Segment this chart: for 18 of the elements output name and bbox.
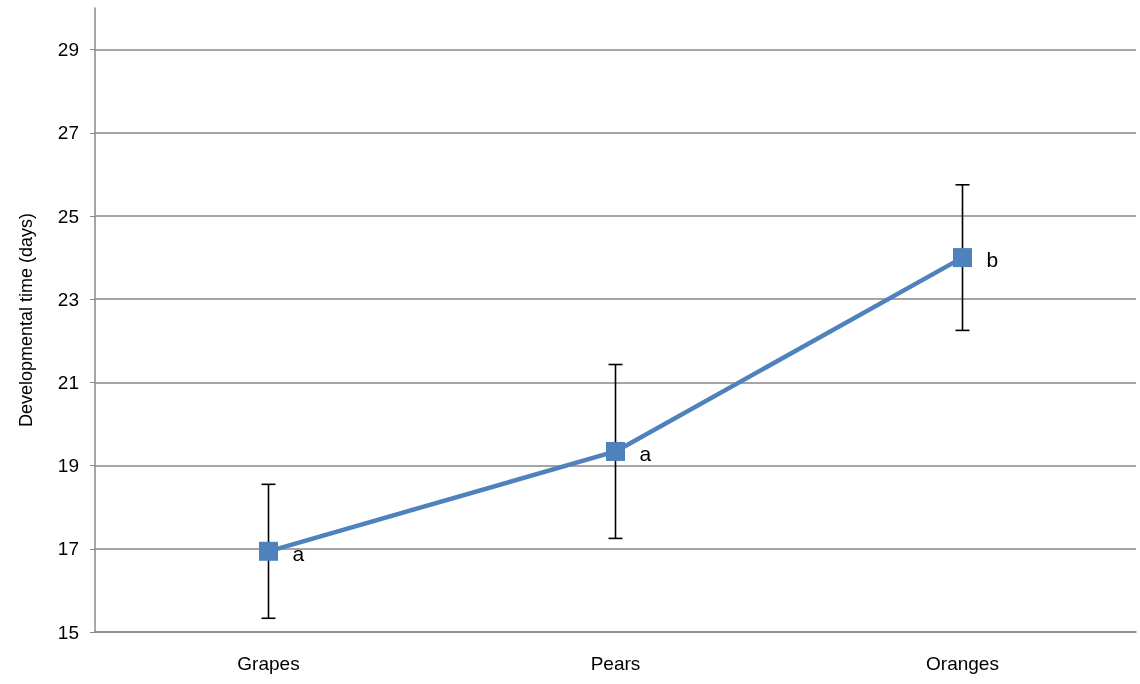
x-tick-label: Oranges [926, 653, 999, 674]
y-tick-label: 27 [57, 122, 79, 144]
annotation: a [639, 441, 652, 465]
x-tick-label: Grapes [237, 653, 300, 674]
annotation: a [292, 541, 305, 565]
x-tick-label: Pears [590, 653, 641, 674]
y-tick-label: 15 [57, 621, 79, 643]
point [606, 441, 625, 461]
point [259, 541, 278, 561]
y-tick-label: 19 [57, 455, 79, 477]
y-tick-label: 17 [57, 538, 79, 560]
annotation: b [986, 248, 999, 272]
y-tick-label: 25 [57, 205, 79, 227]
y-tick-label: 29 [57, 39, 79, 61]
y-tick-label: 21 [57, 371, 79, 393]
point [953, 248, 972, 268]
y-tick-label: 23 [57, 288, 79, 310]
y-axis-title: Developmental time (days) [16, 212, 36, 428]
